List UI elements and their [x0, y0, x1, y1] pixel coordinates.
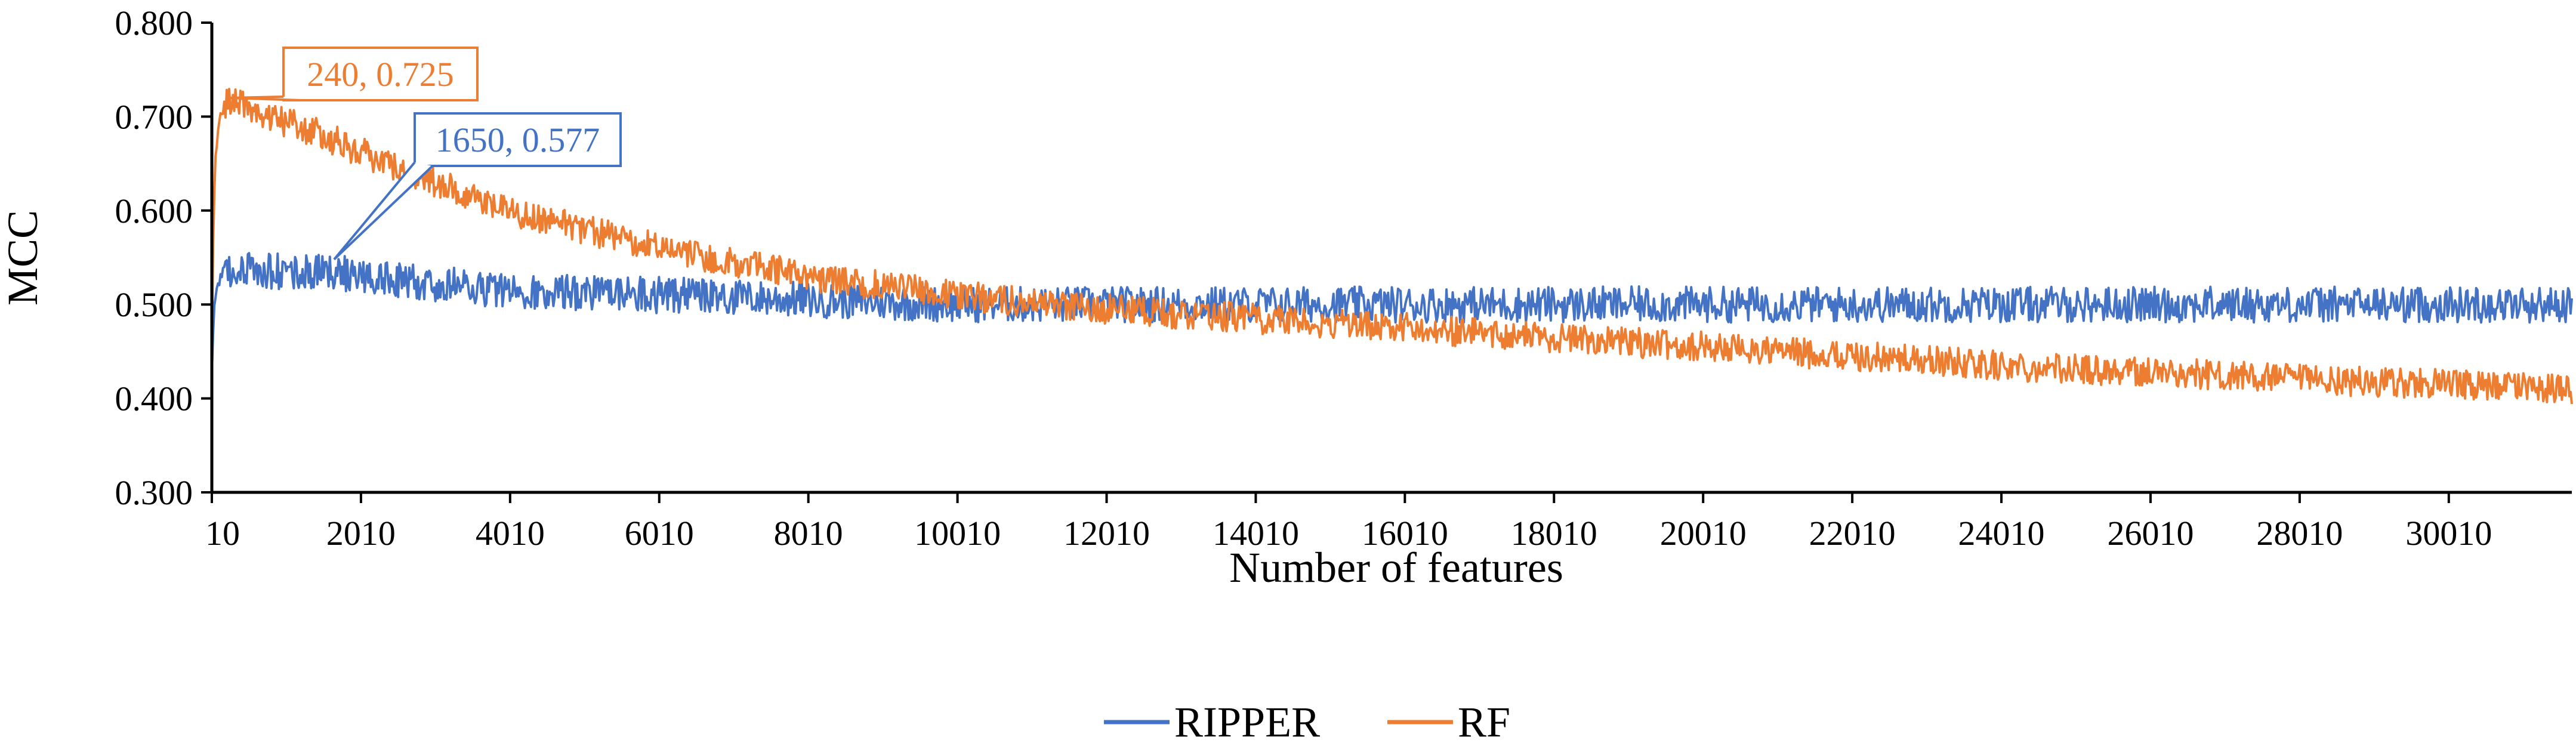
x-tick-label: 24010: [1958, 514, 2045, 553]
y-tick-label: 0.600: [115, 192, 193, 230]
x-tick-label: 10010: [914, 514, 1001, 553]
plot-series: [211, 88, 2573, 405]
y-tick-label: 0.300: [115, 473, 193, 512]
y-tick-label: 0.400: [115, 380, 193, 418]
series-line-rf: [211, 88, 2573, 405]
y-axis-title: MCC: [0, 210, 47, 306]
x-tick-label: 30010: [2405, 514, 2492, 553]
x-tick-label: 14010: [1213, 514, 1299, 553]
callout-label: 240, 0.725: [307, 55, 454, 94]
legend: RIPPER RF: [1104, 698, 1510, 743]
x-tick-label: 28010: [2256, 514, 2343, 553]
x-tick-label: 2010: [326, 514, 396, 553]
x-tick-label: 16010: [1362, 514, 1448, 553]
callout-box: [414, 112, 622, 167]
callout-rf: 240, 0.725: [229, 47, 479, 101]
legend-label-rf: RF: [1458, 698, 1510, 743]
x-tick-label: 12010: [1063, 514, 1150, 553]
callout-ripper: 1650, 0.577: [333, 112, 622, 261]
x-tick-label: 18010: [1511, 514, 1597, 553]
x-axis-title: Number of features: [1229, 544, 1563, 591]
x-tick-label: 8010: [774, 514, 843, 553]
y-tick-label: 0.700: [115, 97, 193, 136]
callouts: 240, 0.725 1650, 0.577: [229, 47, 622, 261]
callout-pointer: [229, 95, 302, 101]
callout-pointer: [333, 161, 434, 261]
x-tick-label: 26010: [2107, 514, 2194, 553]
y-ticks: 0.300 0.400 0.500 0.600 0.700 0.800: [115, 4, 212, 512]
x-ticks: 10 2010 4010 6010 8010 10010 12010 14010 16010 18…: [205, 492, 2492, 553]
x-tick-label: 10: [205, 514, 240, 553]
x-tick-label: 4010: [476, 514, 545, 553]
callout-box: [282, 47, 479, 101]
series-line-ripper: [211, 252, 2573, 373]
legend-label-ripper: RIPPER: [1174, 698, 1320, 743]
x-tick-label: 20010: [1660, 514, 1747, 553]
y-tick-label: 0.800: [115, 4, 193, 42]
y-tick-label: 0.500: [115, 285, 193, 324]
x-tick-label: 6010: [625, 514, 694, 553]
callout-label: 1650, 0.577: [436, 121, 600, 159]
x-tick-label: 22010: [1809, 514, 1896, 553]
